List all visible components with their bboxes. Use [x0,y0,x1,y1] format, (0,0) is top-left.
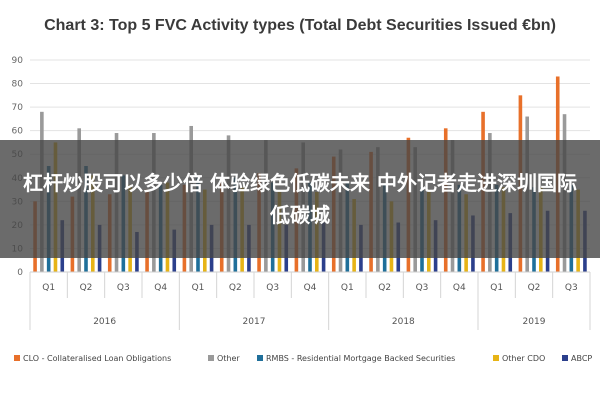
year-label: 2019 [523,317,546,327]
y-tick-label: 90 [12,56,24,66]
year-label: 2016 [93,317,116,327]
x-tick-label: Q3 [416,283,429,293]
legend-swatch [257,355,263,361]
x-tick-label: Q1 [490,283,503,293]
legend-swatch [562,355,568,361]
x-axis: Q1 Q2 Q3 Q4 Q1 Q2 Q3 Q4 Q1 Q2 Q3 Q4 Q1 Q2 Q3 2016 2017 20… [29,271,591,330]
x-tick-label: Q4 [154,283,167,293]
x-tick-label: Q3 [117,283,130,293]
legend-label: Other [217,354,240,363]
overlay-caption: 杠杆炒股可以多少倍 体验绿色低碳未来 中外记者走进深圳国际低碳城 [23,171,577,227]
caption-overlay: 杠杆炒股可以多少倍 体验绿色低碳未来 中外记者走进深圳国际低碳城 [0,140,600,258]
x-tick-label: Q2 [378,283,391,293]
x-tick-label: Q2 [528,283,541,293]
legend-label: CLO - Collateralised Loan Obligations [23,354,171,363]
y-tick-label: 0 [17,268,23,278]
x-tick-label: Q3 [266,283,279,293]
y-tick-label: 80 [12,80,24,90]
year-label: 2018 [392,317,415,327]
x-tick-label: Q1 [192,283,205,293]
legend-label: RMBS - Residential Mortgage Backed Secur… [266,354,455,363]
x-tick-label: Q4 [304,283,317,293]
x-tick-label: Q1 [341,283,354,293]
x-tick-label: Q2 [80,283,93,293]
x-tick-label: Q2 [229,283,242,293]
y-tick-label: 60 [12,127,24,137]
x-tick-label: Q4 [453,283,466,293]
year-label: 2017 [243,317,266,327]
x-tick-label: Q1 [42,283,55,293]
y-tick-label: 70 [12,103,24,113]
legend-swatch [208,355,214,361]
chart-title: Chart 3: Top 5 FVC Activity types (Total… [44,17,556,34]
legend-label: ABCP [571,354,592,363]
legend-label: Other CDO [502,354,545,363]
legend-swatch [493,355,499,361]
x-tick-label: Q3 [565,283,578,293]
legend: CLO - Collateralised Loan Obligations Oth… [14,354,592,363]
legend-swatch [14,355,20,361]
